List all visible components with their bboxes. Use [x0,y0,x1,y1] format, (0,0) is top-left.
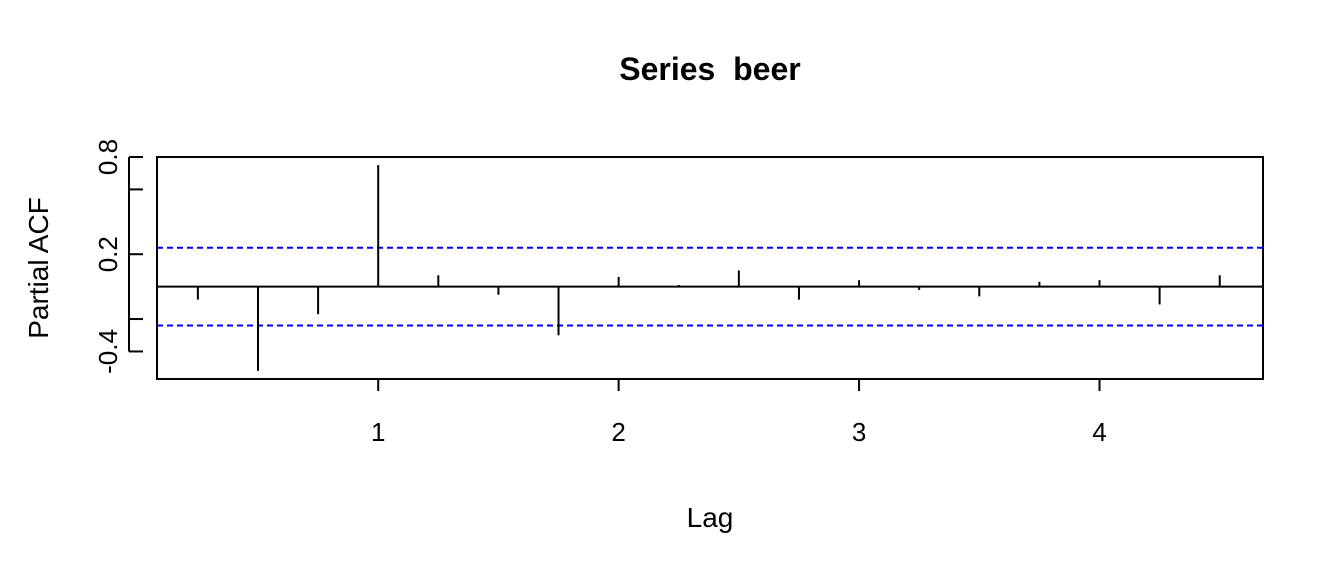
pacf-bars [157,165,1263,371]
y-tick-label: 0.8 [93,139,123,175]
confidence-lines [157,246,1263,327]
x-tick-label: 3 [852,417,866,447]
chart-title: Series beer [619,51,800,87]
y-tick-label: -0.4 [93,329,123,374]
x-axis: 1 2 3 4 [371,379,1107,447]
x-tick-label: 4 [1092,417,1106,447]
plot-frame [156,156,1264,380]
y-axis: -0.4 0.2 0.8 [93,139,143,374]
y-tick-label: 0.2 [93,236,123,272]
x-tick-label: 2 [611,417,625,447]
x-axis-label: Lag [687,502,734,533]
x-tick-label: 1 [371,417,385,447]
y-axis-label: Partial ACF [23,197,54,339]
